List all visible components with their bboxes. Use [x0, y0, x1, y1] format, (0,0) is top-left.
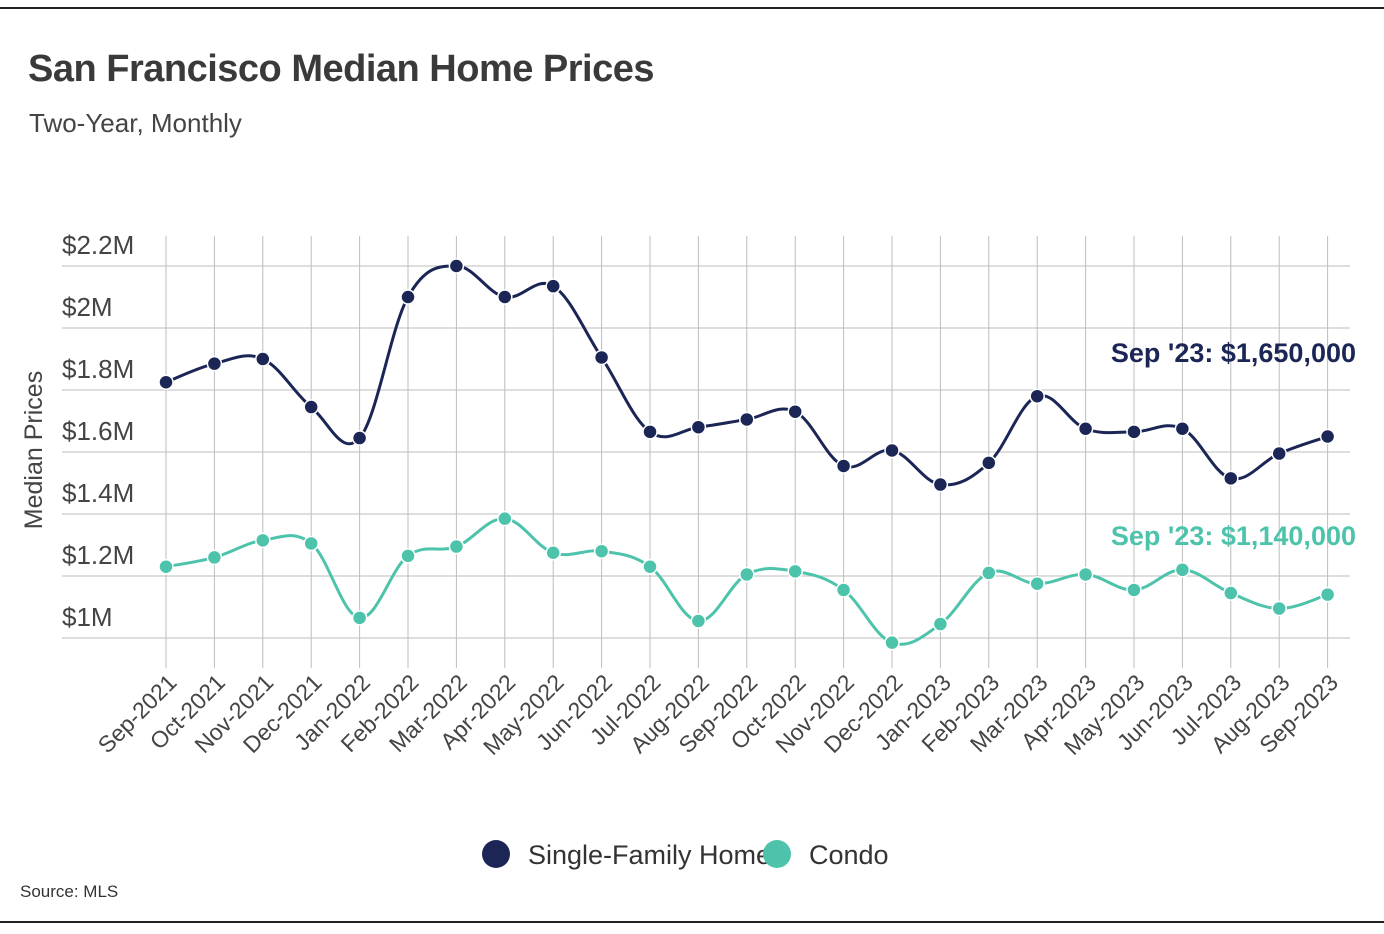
- data-point-condo: [1271, 600, 1287, 617]
- data-point-single-family: [400, 289, 416, 305]
- y-axis-label: Median Prices: [20, 371, 48, 529]
- legend-label-single-family: Single-Family Home: [528, 840, 771, 870]
- grid: [62, 236, 1350, 668]
- data-point-condo: [545, 545, 561, 561]
- top-rule: [0, 7, 1384, 9]
- source-note: Source: MLS: [20, 882, 119, 901]
- data-point-condo: [642, 558, 658, 575]
- data-point-condo: [739, 566, 755, 583]
- series-single-family: [158, 258, 1336, 493]
- data-point-condo: [835, 582, 852, 598]
- data-point-condo: [497, 510, 513, 527]
- series-group: [158, 258, 1336, 651]
- legend-marker-condo: [763, 840, 791, 868]
- data-point-condo: [351, 610, 368, 626]
- data-point-condo: [690, 613, 707, 629]
- data-point-single-family: [690, 419, 707, 435]
- data-point-single-family: [545, 278, 561, 294]
- annotation-single-family: Sep '23: $1,650,000: [1111, 338, 1356, 368]
- data-point-condo: [593, 543, 610, 559]
- data-point-single-family: [642, 424, 658, 440]
- data-point-condo: [1319, 586, 1336, 603]
- data-point-single-family: [884, 442, 900, 459]
- data-point-single-family: [739, 411, 755, 428]
- annotation-condo: Sep '23: $1,140,000: [1111, 521, 1356, 551]
- y-axis-ticks: $1M $1.2M $1.4M $1.6M $1.8M $2M $2.2M: [62, 230, 134, 632]
- data-point-condo: [981, 565, 997, 581]
- data-point-single-family: [1029, 388, 1045, 404]
- chart-title: San Francisco Median Home Prices: [28, 48, 655, 90]
- y-tick-label: $1.8M: [62, 354, 134, 384]
- data-point-condo: [1077, 566, 1094, 583]
- legend-label-condo: Condo: [809, 840, 889, 870]
- data-point-single-family: [932, 476, 949, 493]
- data-point-single-family: [981, 455, 997, 471]
- data-point-single-family: [351, 430, 368, 446]
- data-point-single-family: [206, 355, 223, 372]
- chart-subtitle: Two-Year, Monthly: [29, 108, 242, 138]
- data-point-single-family: [1126, 424, 1142, 440]
- data-point-condo: [884, 634, 900, 651]
- legend: Single-Family Home Condo: [482, 840, 889, 870]
- y-tick-label: $1.4M: [62, 478, 134, 508]
- data-point-condo: [1029, 576, 1045, 592]
- data-point-single-family: [593, 349, 610, 366]
- data-point-condo: [787, 563, 803, 580]
- legend-marker-single-family: [482, 840, 510, 868]
- data-point-single-family: [1223, 470, 1239, 487]
- data-point-condo: [932, 616, 949, 632]
- data-point-single-family: [1271, 445, 1287, 462]
- data-point-single-family: [158, 374, 174, 390]
- y-tick-label: $1.6M: [62, 416, 134, 446]
- data-point-condo: [158, 558, 174, 575]
- data-point-condo: [255, 532, 271, 549]
- data-point-single-family: [1174, 421, 1191, 437]
- data-point-single-family: [255, 351, 271, 367]
- data-point-condo: [400, 548, 416, 564]
- data-point-single-family: [303, 399, 319, 415]
- data-point-single-family: [787, 403, 803, 420]
- data-point-condo: [1223, 585, 1239, 601]
- data-point-condo: [1174, 562, 1191, 578]
- y-tick-label: $1.2M: [62, 540, 134, 570]
- y-tick-label: $1M: [62, 602, 113, 632]
- y-tick-label: $2.2M: [62, 230, 134, 260]
- series-condo: [158, 510, 1336, 651]
- data-point-single-family: [835, 458, 852, 474]
- data-point-condo: [303, 535, 319, 552]
- data-point-single-family: [1077, 421, 1094, 437]
- data-point-single-family: [1319, 428, 1336, 445]
- x-axis-ticks: Sep-2021Oct-2021Nov-2021Dec-2021Jan-2022…: [93, 669, 1344, 760]
- data-point-condo: [206, 549, 223, 566]
- data-point-single-family: [497, 289, 513, 305]
- data-point-condo: [1126, 582, 1142, 598]
- bottom-rule: [0, 921, 1384, 923]
- data-point-single-family: [448, 258, 465, 274]
- data-point-condo: [448, 538, 465, 555]
- y-tick-label: $2M: [62, 292, 113, 322]
